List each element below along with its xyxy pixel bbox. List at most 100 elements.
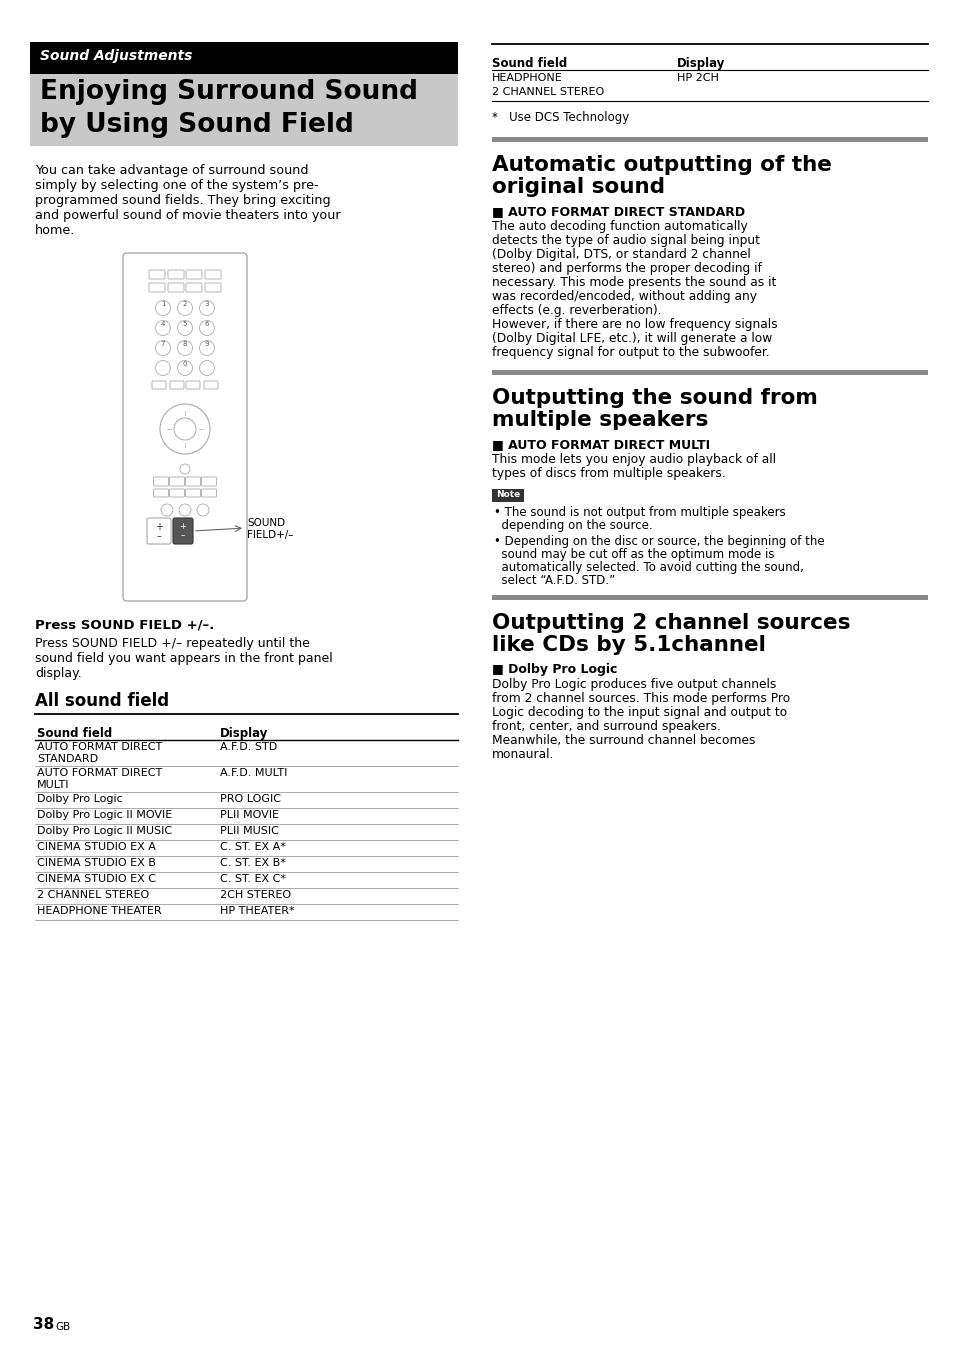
Text: 2: 2 — [183, 301, 187, 307]
Text: Enjoying Surround Sound: Enjoying Surround Sound — [40, 78, 417, 105]
Circle shape — [173, 418, 195, 439]
Circle shape — [199, 300, 214, 315]
Text: 7: 7 — [161, 341, 165, 347]
Text: Logic decoding to the input signal and output to: Logic decoding to the input signal and o… — [492, 706, 786, 719]
Circle shape — [199, 320, 214, 335]
Text: C. ST. EX B*: C. ST. EX B* — [220, 859, 286, 868]
Bar — [492, 489, 523, 502]
Text: 9: 9 — [205, 341, 209, 347]
Text: *   Use DCS Technology: * Use DCS Technology — [492, 111, 629, 124]
Circle shape — [177, 341, 193, 356]
Bar — [492, 370, 927, 375]
Text: effects (e.g. reverberation).: effects (e.g. reverberation). — [492, 304, 661, 316]
Text: Press SOUND FIELD +/–.: Press SOUND FIELD +/–. — [35, 619, 214, 631]
Text: Dolby Pro Logic II MUSIC: Dolby Pro Logic II MUSIC — [37, 826, 172, 836]
Circle shape — [161, 504, 172, 516]
Circle shape — [179, 504, 191, 516]
Text: monaural.: monaural. — [492, 748, 554, 761]
Text: (Dolby Digital LFE, etc.), it will generate a low: (Dolby Digital LFE, etc.), it will gener… — [492, 333, 771, 345]
Text: necessary. This mode presents the sound as it: necessary. This mode presents the sound … — [492, 276, 776, 289]
Text: HP 2CH: HP 2CH — [677, 73, 719, 82]
Text: SOUND
FIELD+/–: SOUND FIELD+/– — [247, 518, 294, 541]
FancyBboxPatch shape — [172, 518, 193, 544]
FancyBboxPatch shape — [201, 477, 216, 485]
Text: Outputting 2 channel sources: Outputting 2 channel sources — [492, 612, 850, 633]
Text: Sound field: Sound field — [492, 57, 567, 70]
Text: frequency signal for output to the subwoofer.: frequency signal for output to the subwo… — [492, 346, 769, 360]
Text: Automatic outputting of the: Automatic outputting of the — [492, 155, 831, 174]
Text: A.F.D. MULTI: A.F.D. MULTI — [220, 768, 287, 777]
Text: Dolby Pro Logic: Dolby Pro Logic — [37, 794, 123, 804]
FancyBboxPatch shape — [186, 283, 202, 292]
Text: Sound Adjustments: Sound Adjustments — [40, 49, 193, 64]
Text: 2CH STEREO: 2CH STEREO — [220, 890, 291, 900]
FancyBboxPatch shape — [170, 381, 184, 389]
Circle shape — [177, 300, 193, 315]
Text: • The sound is not output from multiple speakers: • The sound is not output from multiple … — [494, 506, 785, 519]
Text: AUTO FORMAT DIRECT
MULTI: AUTO FORMAT DIRECT MULTI — [37, 768, 162, 790]
Text: C. ST. EX A*: C. ST. EX A* — [220, 842, 286, 852]
FancyBboxPatch shape — [186, 270, 202, 279]
Circle shape — [199, 341, 214, 356]
Text: depending on the source.: depending on the source. — [494, 519, 652, 531]
Text: –: – — [156, 531, 161, 541]
Circle shape — [160, 404, 210, 454]
FancyBboxPatch shape — [205, 283, 221, 292]
Text: simply by selecting one of the system’s pre-: simply by selecting one of the system’s … — [35, 178, 318, 192]
Text: CINEMA STUDIO EX C: CINEMA STUDIO EX C — [37, 873, 156, 884]
Circle shape — [155, 300, 171, 315]
Text: Dolby Pro Logic produces five output channels: Dolby Pro Logic produces five output cha… — [492, 677, 776, 691]
Circle shape — [180, 464, 190, 475]
Text: like CDs by 5.1channel: like CDs by 5.1channel — [492, 635, 765, 654]
Text: (Dolby Digital, DTS, or standard 2 channel: (Dolby Digital, DTS, or standard 2 chann… — [492, 247, 750, 261]
Text: Meanwhile, the surround channel becomes: Meanwhile, the surround channel becomes — [492, 734, 755, 748]
Text: 1: 1 — [161, 301, 165, 307]
FancyBboxPatch shape — [186, 381, 200, 389]
Circle shape — [155, 361, 171, 376]
Text: GB: GB — [55, 1322, 71, 1332]
Bar — [492, 137, 927, 142]
Bar — [30, 74, 457, 146]
Text: • Depending on the disc or source, the beginning of the: • Depending on the disc or source, the b… — [494, 535, 823, 548]
Text: programmed sound fields. They bring exciting: programmed sound fields. They bring exci… — [35, 193, 331, 207]
Bar — [30, 42, 457, 74]
Text: 6: 6 — [205, 320, 209, 327]
Text: C. ST. EX C*: C. ST. EX C* — [220, 873, 286, 884]
Text: from 2 channel sources. This mode performs Pro: from 2 channel sources. This mode perfor… — [492, 692, 789, 704]
FancyBboxPatch shape — [168, 270, 184, 279]
FancyBboxPatch shape — [147, 518, 171, 544]
Text: Sound field: Sound field — [37, 727, 112, 740]
Text: ■ AUTO FORMAT DIRECT MULTI: ■ AUTO FORMAT DIRECT MULTI — [492, 438, 709, 452]
Text: HEADPHONE: HEADPHONE — [492, 73, 562, 82]
Text: 8: 8 — [183, 341, 187, 347]
Text: 4: 4 — [161, 320, 165, 327]
Text: HP THEATER*: HP THEATER* — [220, 906, 294, 917]
Text: PRO LOGIC: PRO LOGIC — [220, 794, 281, 804]
Circle shape — [199, 361, 214, 376]
Text: CINEMA STUDIO EX A: CINEMA STUDIO EX A — [37, 842, 155, 852]
Text: 2 CHANNEL STEREO: 2 CHANNEL STEREO — [37, 890, 149, 900]
Text: home.: home. — [35, 224, 75, 237]
Text: automatically selected. To avoid cutting the sound,: automatically selected. To avoid cutting… — [494, 561, 803, 575]
Text: The auto decoding function automatically: The auto decoding function automatically — [492, 220, 747, 233]
Text: +: + — [179, 522, 186, 531]
FancyBboxPatch shape — [185, 489, 200, 498]
Text: Press SOUND FIELD +/– repeatedly until the: Press SOUND FIELD +/– repeatedly until t… — [35, 637, 310, 650]
Text: This mode lets you enjoy audio playback of all: This mode lets you enjoy audio playback … — [492, 453, 775, 466]
Text: 2 CHANNEL STEREO: 2 CHANNEL STEREO — [492, 87, 603, 97]
Text: PLII MOVIE: PLII MOVIE — [220, 810, 278, 821]
Text: ■ Dolby Pro Logic: ■ Dolby Pro Logic — [492, 662, 617, 676]
FancyBboxPatch shape — [149, 283, 165, 292]
FancyBboxPatch shape — [149, 270, 165, 279]
Circle shape — [177, 361, 193, 376]
Text: +: + — [154, 522, 163, 531]
Text: Note: Note — [496, 489, 519, 499]
Text: original sound: original sound — [492, 177, 664, 197]
Text: 5: 5 — [183, 320, 187, 327]
Text: CINEMA STUDIO EX B: CINEMA STUDIO EX B — [37, 859, 155, 868]
Text: AUTO FORMAT DIRECT
STANDARD: AUTO FORMAT DIRECT STANDARD — [37, 742, 162, 764]
Text: A.F.D. STD: A.F.D. STD — [220, 742, 277, 752]
Text: select “A.F.D. STD.”: select “A.F.D. STD.” — [494, 575, 615, 587]
Text: All sound field: All sound field — [35, 692, 169, 710]
FancyBboxPatch shape — [204, 381, 218, 389]
